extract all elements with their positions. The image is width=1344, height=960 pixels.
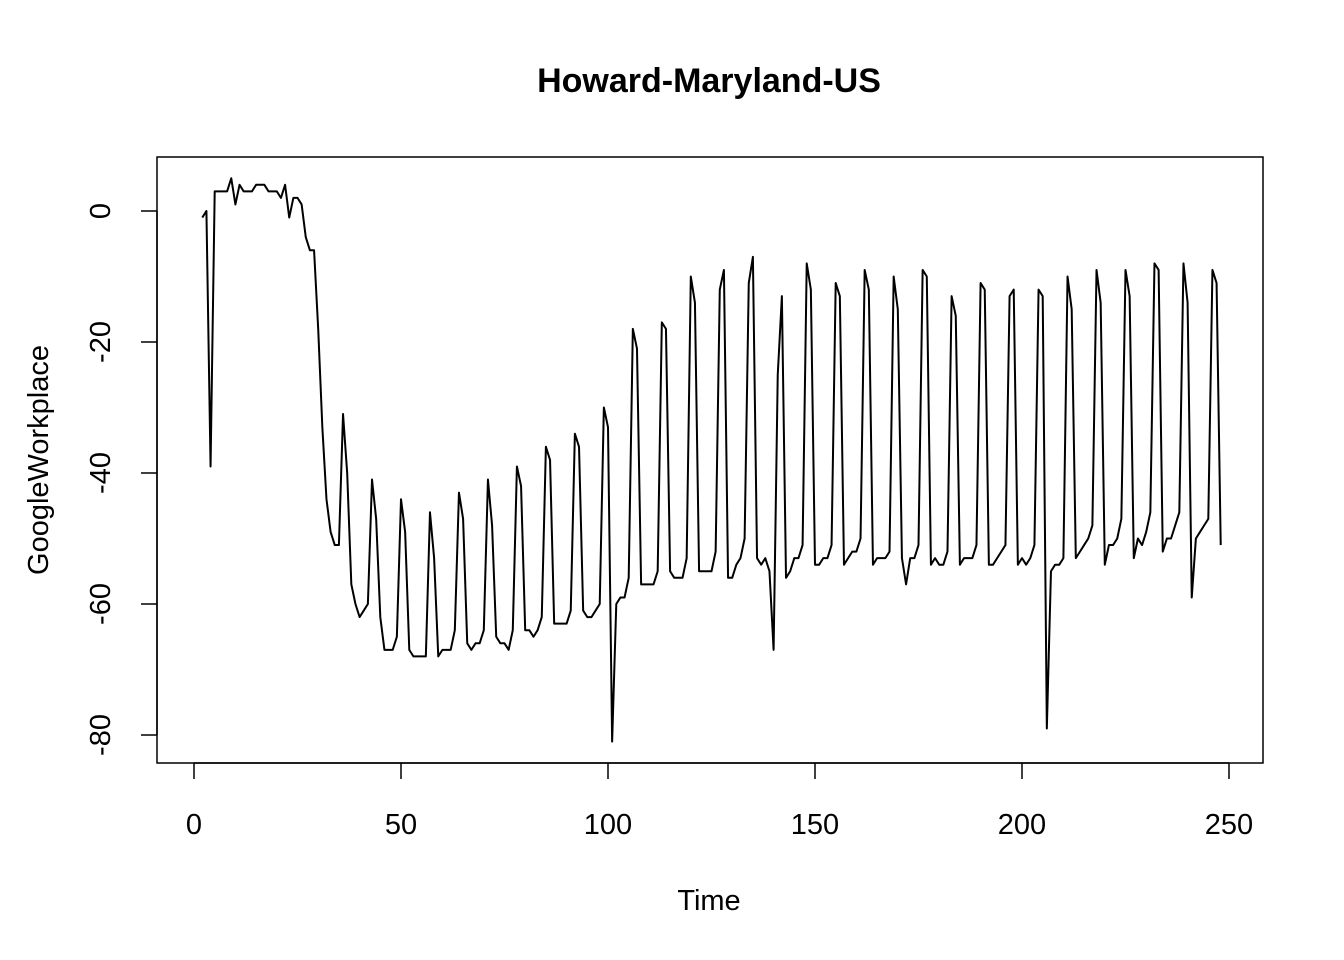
y-tick-label: -60 bbox=[85, 583, 117, 625]
plot-frame bbox=[156, 156, 1264, 764]
x-tick-label: 250 bbox=[1205, 809, 1253, 841]
y-tick-label: -20 bbox=[85, 321, 117, 363]
x-tick-label: 200 bbox=[998, 809, 1046, 841]
series-line bbox=[201, 177, 1222, 743]
chart-title: Howard-Maryland-US bbox=[537, 62, 881, 100]
y-tick-label: -80 bbox=[85, 714, 117, 756]
x-tick-label: 150 bbox=[791, 809, 839, 841]
x-tick-label: 50 bbox=[385, 809, 417, 841]
y-tick-label: 0 bbox=[85, 203, 117, 219]
x-tick-label: 100 bbox=[584, 809, 632, 841]
x-axis-label: Time bbox=[677, 885, 740, 917]
x-axis: 0 50 100 150 200 250 bbox=[186, 762, 1253, 841]
y-axis: -80 -60 -40 -20 0 bbox=[85, 203, 158, 756]
y-axis-label: GoogleWorkplace bbox=[23, 345, 55, 575]
series-layer bbox=[201, 177, 1222, 743]
y-tick-label: -40 bbox=[85, 452, 117, 494]
x-tick-label: 0 bbox=[186, 809, 202, 841]
